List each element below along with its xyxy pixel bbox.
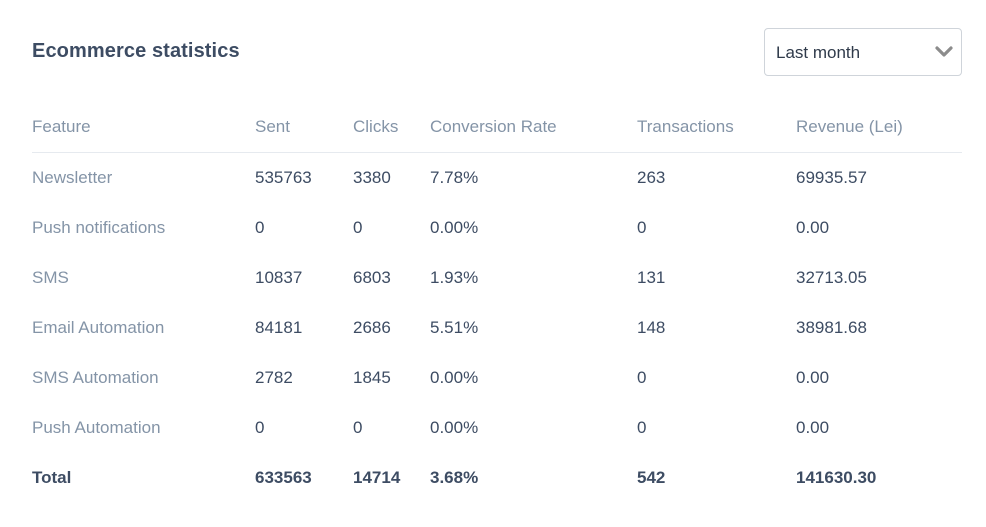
table-row: Newsletter 535763 3380 7.78% 263 69935.5… bbox=[32, 153, 962, 204]
table-row: SMS Automation 2782 1845 0.00% 0 0.00 bbox=[32, 353, 962, 403]
column-header-feature: Feature bbox=[32, 102, 255, 153]
column-header-revenue: Revenue (Lei) bbox=[796, 102, 962, 153]
cell-clicks: 0 bbox=[353, 418, 363, 437]
card-header: Ecommerce statistics Last month bbox=[32, 28, 962, 78]
table-header-row: Feature Sent Clicks Conversion Rate Tran… bbox=[32, 102, 962, 153]
cell-conversion-rate: 7.78% bbox=[430, 168, 479, 187]
cell-sent: 2782 bbox=[255, 368, 293, 387]
cell-transactions: 148 bbox=[637, 318, 666, 337]
cell-conversion-rate: 0.00% bbox=[430, 418, 479, 437]
cell-revenue: 69935.57 bbox=[796, 168, 867, 187]
cell-total-conversion-rate: 3.68% bbox=[430, 468, 479, 487]
cell-feature: SMS bbox=[32, 268, 69, 287]
cell-clicks: 1845 bbox=[353, 368, 391, 387]
cell-revenue: 0.00 bbox=[796, 418, 830, 437]
cell-conversion-rate: 0.00% bbox=[430, 368, 479, 387]
chevron-down-icon bbox=[935, 46, 953, 57]
cell-revenue: 0.00 bbox=[796, 218, 830, 237]
column-header-conversion-rate: Conversion Rate bbox=[430, 102, 637, 153]
cell-feature: Push notifications bbox=[32, 218, 166, 237]
cell-conversion-rate: 1.93% bbox=[430, 268, 479, 287]
cell-revenue: 32713.05 bbox=[796, 268, 867, 287]
column-header-sent: Sent bbox=[255, 102, 353, 153]
cell-clicks: 0 bbox=[353, 218, 363, 237]
period-select-value: Last month bbox=[776, 43, 861, 62]
table-row: Email Automation 84181 2686 5.51% 148 38… bbox=[32, 303, 962, 353]
table-total-row: Total 633563 14714 3.68% 542 141630.30 bbox=[32, 453, 962, 503]
cell-clicks: 3380 bbox=[353, 168, 391, 187]
cell-sent: 0 bbox=[255, 218, 265, 237]
cell-total-sent: 633563 bbox=[255, 468, 312, 487]
period-select[interactable]: Last month bbox=[764, 28, 962, 76]
cell-sent: 10837 bbox=[255, 268, 303, 287]
cell-transactions: 0 bbox=[637, 368, 647, 387]
cell-conversion-rate: 0.00% bbox=[430, 218, 479, 237]
cell-revenue: 0.00 bbox=[796, 368, 830, 387]
table-row: Push Automation 0 0 0.00% 0 0.00 bbox=[32, 403, 962, 453]
statistics-table: Feature Sent Clicks Conversion Rate Tran… bbox=[32, 102, 962, 503]
cell-sent: 535763 bbox=[255, 168, 312, 187]
cell-feature: Push Automation bbox=[32, 418, 161, 437]
cell-transactions: 263 bbox=[637, 168, 666, 187]
cell-transactions: 131 bbox=[637, 268, 666, 287]
card-title: Ecommerce statistics bbox=[32, 40, 240, 62]
cell-total-clicks: 14714 bbox=[353, 468, 401, 487]
table-row: Push notifications 0 0 0.00% 0 0.00 bbox=[32, 203, 962, 253]
column-header-transactions: Transactions bbox=[637, 102, 796, 153]
cell-feature: Newsletter bbox=[32, 168, 113, 187]
cell-sent: 0 bbox=[255, 418, 265, 437]
cell-clicks: 6803 bbox=[353, 268, 391, 287]
table-row: SMS 10837 6803 1.93% 131 32713.05 bbox=[32, 253, 962, 303]
column-header-clicks: Clicks bbox=[353, 102, 430, 153]
cell-sent: 84181 bbox=[255, 318, 303, 337]
cell-clicks: 2686 bbox=[353, 318, 391, 337]
cell-transactions: 0 bbox=[637, 218, 647, 237]
cell-total-label: Total bbox=[32, 468, 72, 487]
cell-revenue: 38981.68 bbox=[796, 318, 867, 337]
cell-conversion-rate: 5.51% bbox=[430, 318, 479, 337]
cell-total-revenue: 141630.30 bbox=[796, 468, 877, 487]
cell-feature: SMS Automation bbox=[32, 368, 159, 387]
cell-total-transactions: 542 bbox=[637, 468, 666, 487]
cell-feature: Email Automation bbox=[32, 318, 165, 337]
cell-transactions: 0 bbox=[637, 418, 647, 437]
